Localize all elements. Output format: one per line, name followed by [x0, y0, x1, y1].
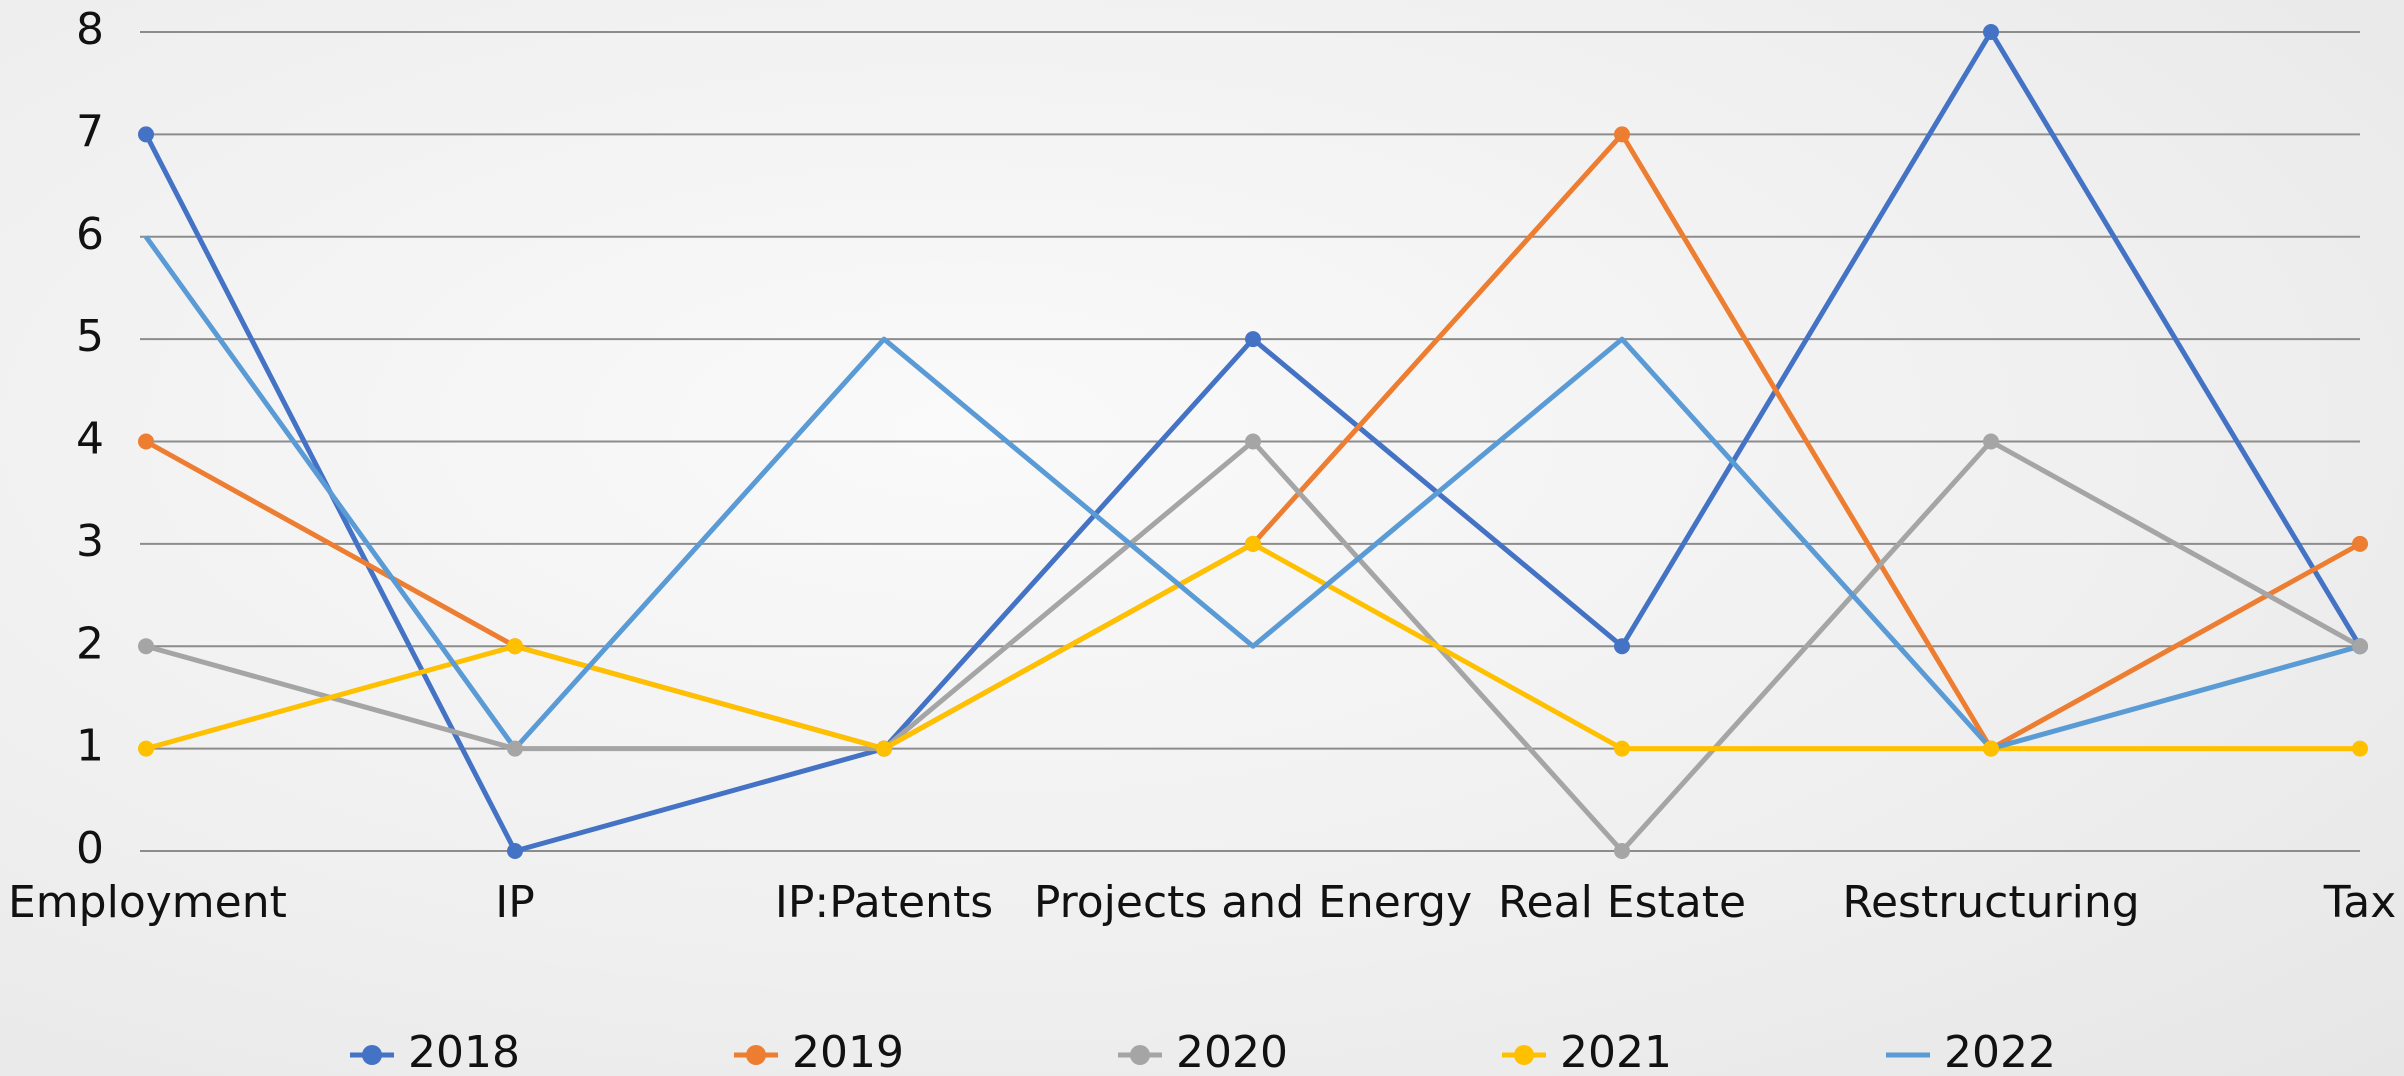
x-tick-label: Tax — [2323, 877, 2397, 928]
y-tick-label: 4 — [76, 414, 104, 465]
y-tick-label: 0 — [76, 823, 104, 874]
data-point — [138, 638, 154, 655]
legend-marker — [1514, 1045, 1534, 1065]
legend-label: 2021 — [1560, 1027, 1672, 1076]
data-point — [138, 126, 154, 143]
legend-label: 2022 — [1944, 1027, 2056, 1076]
legend-label: 2020 — [1176, 1027, 1288, 1076]
data-point — [1614, 843, 1630, 859]
data-point — [138, 740, 154, 757]
data-point — [1614, 126, 1630, 143]
series-line — [143, 235, 2361, 752]
legend-marker — [362, 1045, 382, 1065]
y-tick-label: 7 — [76, 106, 104, 157]
y-tick-label: 6 — [76, 209, 104, 260]
data-point — [2352, 638, 2368, 655]
data-point — [2352, 740, 2368, 757]
y-tick-label: 2 — [76, 618, 104, 669]
data-point — [1983, 740, 1999, 757]
x-tick-label: Projects and Energy — [1034, 877, 1472, 928]
data-point — [876, 740, 892, 757]
y-tick-label: 5 — [76, 311, 104, 362]
data-point — [507, 843, 523, 859]
y-tick-label: 8 — [76, 4, 104, 55]
legend-label: 2018 — [408, 1027, 520, 1076]
data-point — [507, 740, 523, 757]
x-tick-label: Employment — [8, 877, 287, 928]
data-point — [1245, 433, 1261, 450]
legend-marker — [746, 1045, 766, 1065]
legend-label: 2019 — [792, 1027, 904, 1076]
legend-marker — [1130, 1045, 1150, 1065]
data-point — [1614, 740, 1630, 757]
y-tick-label: 3 — [76, 516, 104, 567]
data-point — [138, 433, 154, 450]
x-tick-label: Real Estate — [1498, 877, 1746, 928]
y-tick-label: 1 — [76, 721, 104, 772]
data-point — [1983, 433, 1999, 450]
data-point — [1245, 331, 1261, 348]
x-tick-label: IP — [495, 877, 535, 928]
data-point — [507, 638, 523, 655]
data-point — [1614, 638, 1630, 655]
x-tick-label: IP:Patents — [775, 877, 993, 928]
data-point — [2352, 535, 2368, 552]
data-point — [1983, 24, 1999, 40]
x-tick-label: Restructuring — [1842, 877, 2139, 928]
data-point — [1245, 535, 1261, 552]
